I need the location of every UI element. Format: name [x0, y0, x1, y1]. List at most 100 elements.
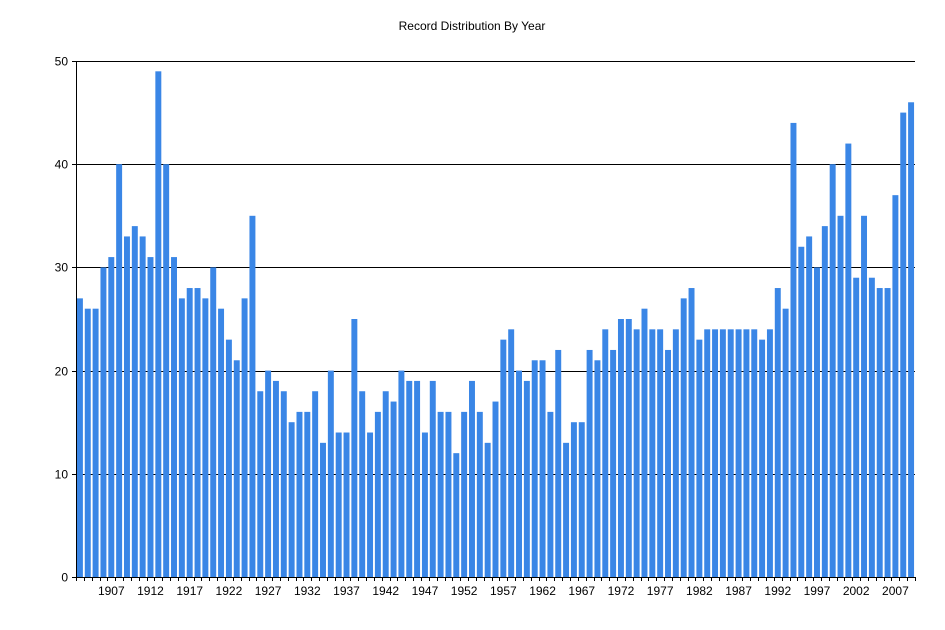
x-tick-label: 1957: [490, 584, 517, 598]
bar-2001: [845, 143, 852, 577]
x-tick-label: 1997: [804, 584, 831, 598]
bar-1968: [586, 349, 593, 577]
bar-1903: [76, 298, 83, 577]
bar-1940: [367, 432, 374, 577]
bar-1951: [453, 453, 460, 577]
bar-1960: [523, 380, 530, 577]
bar-1950: [445, 411, 452, 577]
bar-1915: [171, 257, 177, 577]
bar-1982: [696, 339, 703, 577]
bar-1993: [782, 308, 789, 577]
y-tick-label: 0: [61, 571, 68, 585]
bar-1920: [210, 267, 217, 577]
x-tick-label: 1922: [216, 584, 243, 598]
bar-1976: [649, 329, 656, 577]
bar-1996: [806, 236, 813, 577]
bar-1979: [672, 329, 679, 577]
bar-1956: [492, 401, 499, 577]
bar-2004: [868, 277, 875, 577]
bar-1912: [147, 257, 154, 577]
bar-1926: [257, 391, 264, 577]
bar-1999: [829, 164, 836, 577]
bar-1980: [680, 298, 687, 577]
bar-1977: [657, 329, 664, 577]
bar-1978: [665, 349, 671, 577]
bar-1909: [123, 236, 130, 577]
bar-1939: [359, 391, 366, 577]
x-tick-label: 1977: [647, 584, 674, 598]
y-tick-label: 10: [55, 468, 69, 482]
bar-1923: [233, 360, 240, 577]
bars: [76, 71, 915, 578]
bar-1914: [163, 164, 170, 577]
bar-1967: [578, 422, 585, 577]
bar-1983: [704, 329, 711, 577]
x-tick-label: 1982: [686, 584, 713, 598]
bar-1953: [469, 380, 475, 577]
bar-2000: [837, 215, 844, 578]
bar-1962: [539, 360, 546, 577]
x-tick-label: 1912: [137, 584, 164, 598]
x-tick-label: 1952: [451, 584, 478, 598]
bar-1952: [461, 411, 468, 577]
bar-1959: [516, 370, 522, 577]
x-tick-label: 1987: [725, 584, 752, 598]
x-tick-label: 1967: [568, 584, 595, 598]
bar-1936: [335, 432, 342, 577]
bar-1932: [304, 411, 311, 577]
bar-1954: [476, 411, 483, 577]
x-tick-label: 1937: [333, 584, 360, 598]
bar-1969: [594, 360, 601, 577]
bar-1944: [398, 370, 405, 577]
x-tick-label: 1932: [294, 584, 321, 598]
bar-1916: [178, 298, 185, 577]
bar-1943: [390, 401, 397, 577]
bar-1957: [500, 339, 507, 577]
bar-1918: [194, 288, 201, 577]
x-tick-label: 1942: [372, 584, 399, 598]
bar-2008: [900, 112, 907, 577]
x-tick-label: 2007: [882, 584, 909, 598]
bar-2009: [908, 102, 915, 577]
bar-2007: [892, 195, 899, 577]
bar-1949: [437, 411, 444, 577]
y-axis: 0 10 20 30 40 50: [55, 55, 77, 585]
bar-1948: [429, 380, 436, 577]
bar-1942: [382, 391, 389, 577]
x-tick-label: 2002: [843, 584, 870, 598]
bar-2003: [861, 215, 868, 578]
bar-1972: [617, 319, 624, 577]
x-tick-label: 1927: [255, 584, 282, 598]
bar-1925: [249, 215, 256, 578]
bar-1992: [774, 288, 781, 577]
bar-1975: [641, 308, 648, 577]
x-tick-label: 1907: [98, 584, 125, 598]
bar-1973: [625, 319, 632, 577]
bar-1910: [131, 226, 138, 577]
bar-1904: [84, 308, 91, 577]
bar-1924: [241, 298, 248, 577]
bar-1991: [766, 329, 773, 577]
bar-1937: [343, 432, 350, 577]
x-tick-label: 1947: [412, 584, 439, 598]
y-tick-label: 40: [55, 158, 69, 172]
y-tick-label: 50: [55, 55, 69, 69]
bar-1994: [790, 122, 797, 578]
y-tick-label: 30: [55, 261, 69, 275]
x-tick-label: 1917: [176, 584, 203, 598]
bar-1963: [547, 411, 554, 577]
bar-1908: [116, 164, 123, 577]
bar-1981: [688, 288, 695, 577]
bar-1988: [743, 329, 750, 577]
y-tick-label: 20: [55, 365, 69, 379]
bar-1964: [555, 349, 562, 577]
bar-1966: [570, 422, 577, 577]
x-tick-label: 1972: [608, 584, 635, 598]
bar-2002: [853, 277, 860, 577]
bar-1927: [265, 370, 272, 577]
bar-1998: [821, 226, 828, 577]
bar-1941: [374, 411, 381, 577]
bar-1990: [759, 339, 766, 577]
x-tick-label: 1992: [764, 584, 791, 598]
